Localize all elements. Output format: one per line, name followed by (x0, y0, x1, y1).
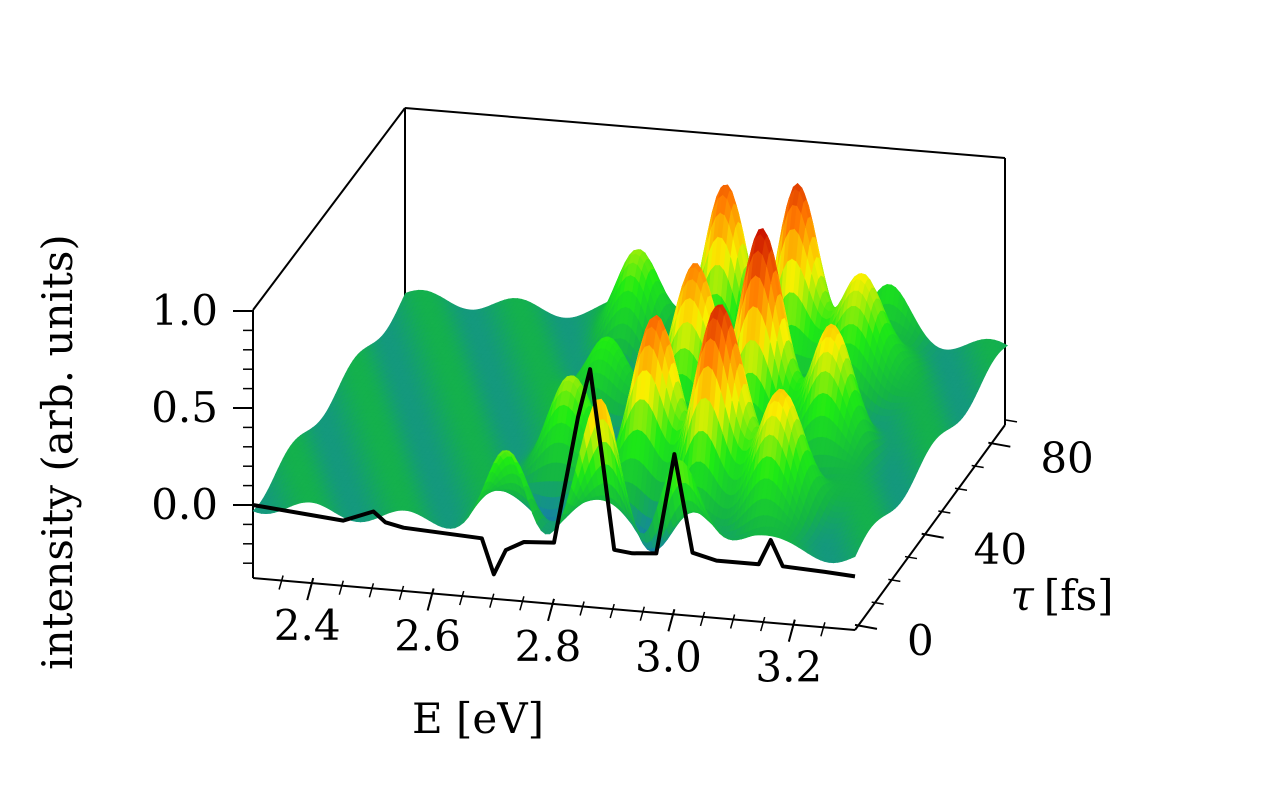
box-edge-top-back (405, 108, 1005, 158)
surface-strips (253, 184, 1008, 563)
box-edge-top-left (253, 108, 405, 310)
